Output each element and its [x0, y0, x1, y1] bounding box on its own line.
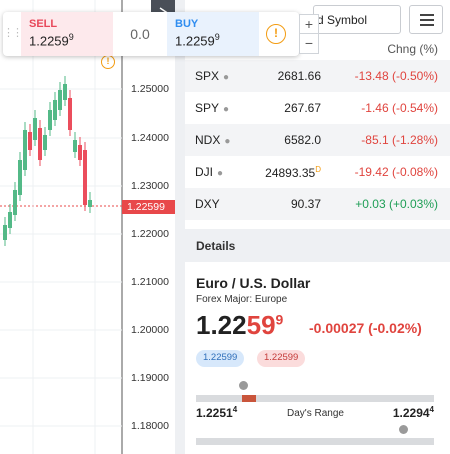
add-symbol-input[interactable]: d Symbol	[313, 5, 401, 34]
menu-icon	[420, 14, 434, 16]
symbol: DXY	[195, 197, 220, 211]
candle-body	[13, 190, 17, 215]
candle-body	[53, 100, 57, 120]
y-tick-label: 1.18000	[131, 420, 169, 432]
bid-pill: 1.22599	[196, 350, 245, 367]
y-tick-label: 1.22000	[131, 228, 169, 240]
y-tick-label: 1.21000	[131, 276, 169, 288]
candle-body	[63, 84, 67, 100]
alert-icon[interactable]: !	[101, 55, 115, 69]
watchlist-row[interactable]: SPX ● 2681.66 -13.48 (-0.50%)	[185, 60, 450, 92]
dot-icon: ●	[217, 168, 224, 179]
y-tick-label: 1.20000	[131, 324, 169, 336]
dot-icon: ●	[224, 136, 231, 147]
trade-widget: ⋮⋮ SELL 1.22599 0.0 BUY 1.22599 !	[3, 12, 299, 56]
symbol: DJI	[195, 165, 213, 179]
watchlist-row[interactable]: DXY 90.37 +0.03 (+0.03%)	[185, 188, 450, 220]
last-price: 6582.0	[284, 133, 321, 147]
period-range-bar	[196, 438, 434, 445]
symbol: SPX	[195, 69, 220, 83]
symbol: SPY	[195, 101, 220, 115]
drag-handle-icon[interactable]: ⋮⋮	[3, 27, 23, 39]
y-tick-label: 1.25000	[131, 83, 169, 95]
details-header[interactable]: Details	[185, 229, 450, 262]
candle-body	[43, 135, 47, 150]
info-button[interactable]: !	[259, 12, 293, 56]
candle-body	[68, 98, 72, 130]
candle-body	[38, 128, 42, 160]
y-tick-label: 1.19000	[131, 372, 169, 384]
change-column-header[interactable]: Chng (%)	[387, 42, 438, 56]
dot-icon: ●	[223, 104, 230, 115]
last-price: 2681.66	[277, 69, 321, 83]
candle-body	[78, 145, 82, 160]
price-chart[interactable]: 1.25000 1.24000 1.23000 1.22000 1.21000 …	[0, 0, 175, 454]
candle-body	[23, 130, 27, 170]
change-value: +0.03 (+0.03%)	[355, 197, 438, 211]
ask-pill: 1.22599	[257, 350, 306, 367]
sell-label: SELL	[29, 18, 58, 30]
info-icon: !	[266, 24, 286, 44]
big-price: 1.22599	[196, 310, 284, 340]
y-tick-label: 1.24000	[131, 132, 169, 144]
spread-value: 0.0	[130, 26, 150, 42]
dot-icon: ●	[223, 72, 230, 83]
candles	[3, 76, 92, 246]
candle-body	[28, 132, 32, 150]
panel-separator[interactable]	[175, 0, 185, 454]
range-low: 1.22514	[196, 405, 238, 420]
y-tick-label: 1.23000	[131, 180, 169, 192]
watchlist-row[interactable]: NDX ● 6582.0 -85.1 (-1.28%)	[185, 124, 450, 156]
watchlist-panel: d Symbol Chng (%) SPX ● 2681.66 -13.48 (-…	[185, 0, 450, 454]
watchlist-rows: SPX ● 2681.66 -13.48 (-0.50%) SPY ● 267.67…	[185, 60, 450, 220]
range-fill	[242, 395, 256, 402]
change-value: -85.1 (-1.28%)	[361, 133, 438, 147]
symbol: NDX	[195, 133, 221, 147]
zoom-in-button[interactable]: +	[300, 15, 318, 34]
range-label: Day's Range	[287, 408, 344, 419]
last-price: 267.67	[284, 101, 321, 115]
candle-body	[73, 140, 77, 152]
change-value: -1.46 (-0.54%)	[361, 101, 438, 115]
buy-button[interactable]: BUY 1.22599	[167, 12, 259, 56]
candlestick-plot	[0, 0, 123, 454]
sell-price: 1.22599	[29, 32, 74, 49]
sell-button[interactable]: SELL 1.22599	[21, 12, 113, 56]
buy-price: 1.22599	[175, 32, 220, 49]
candle-body	[3, 225, 7, 240]
price-change: -0.00027 (-0.02%)	[309, 320, 422, 336]
zoom-controls: + −	[299, 14, 319, 54]
zoom-out-button[interactable]: −	[304, 35, 314, 51]
current-price-tag: 1.22599	[122, 200, 175, 214]
candle-body	[48, 110, 52, 130]
candle-body	[58, 90, 62, 110]
delayed-flag: D	[315, 164, 321, 174]
candle-body	[88, 200, 92, 207]
buy-label: BUY	[175, 18, 199, 30]
last-price: 24893.35	[265, 165, 316, 180]
days-range-bar	[196, 395, 434, 402]
range-high: 1.22944	[392, 405, 434, 420]
change-value: -13.48 (-0.50%)	[354, 69, 438, 83]
candle-body	[33, 118, 37, 140]
watchlist-row[interactable]: DJI ● 24893.35D -19.42 (-0.08%)	[185, 156, 450, 188]
watchlist-menu-button[interactable]	[409, 5, 443, 34]
candle-body	[8, 212, 12, 228]
pair-name: Euro / U.S. Dollar	[196, 275, 311, 291]
change-value: -19.42 (-0.08%)	[354, 165, 438, 179]
candle-body	[18, 160, 22, 195]
range-marker-icon	[239, 381, 248, 392]
watchlist-row[interactable]: SPY ● 267.67 -1.46 (-0.54%)	[185, 92, 450, 124]
candle-body	[83, 150, 87, 205]
market-name: Forex Major: Europe	[196, 294, 288, 305]
last-price: 90.37	[290, 197, 321, 211]
range-marker-icon	[399, 425, 408, 436]
grid	[0, 0, 122, 454]
